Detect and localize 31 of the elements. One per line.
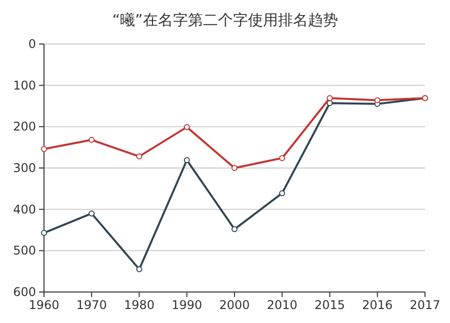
x-tick-label: 2015 (314, 298, 346, 312)
point (41, 146, 47, 152)
y-tick-label: 0 (28, 37, 36, 51)
point (184, 157, 190, 164)
point (326, 95, 333, 102)
chart-title: “曦”在名字第二个字使用排名趋势 (112, 11, 338, 29)
y-tick-label: 200 (13, 120, 36, 134)
x-tick-label: 2000 (219, 298, 250, 312)
point (136, 266, 142, 272)
point (88, 210, 95, 216)
x-tick-label: 2010 (266, 298, 298, 312)
x-tick-label: 1980 (124, 298, 155, 312)
point (184, 124, 190, 130)
y-tick-label: 300 (13, 161, 36, 175)
point (279, 155, 286, 162)
y-tick-label: 500 (13, 244, 36, 258)
x-tick-label: 1970 (76, 298, 107, 312)
point (136, 153, 142, 160)
y-tick-label: 600 (13, 285, 36, 299)
x-tick-label: 1990 (172, 298, 202, 312)
x-tick-label: 1960 (28, 298, 60, 312)
point (232, 165, 238, 171)
point (279, 190, 286, 196)
point (232, 226, 238, 232)
x-tick-label: 2017 (410, 298, 440, 312)
x-tick-label: 2016 (362, 298, 393, 312)
point (88, 136, 95, 143)
y-tick-label: 100 (13, 78, 36, 92)
point (374, 97, 380, 104)
y-tick-label: 400 (13, 202, 36, 216)
point (41, 230, 47, 236)
